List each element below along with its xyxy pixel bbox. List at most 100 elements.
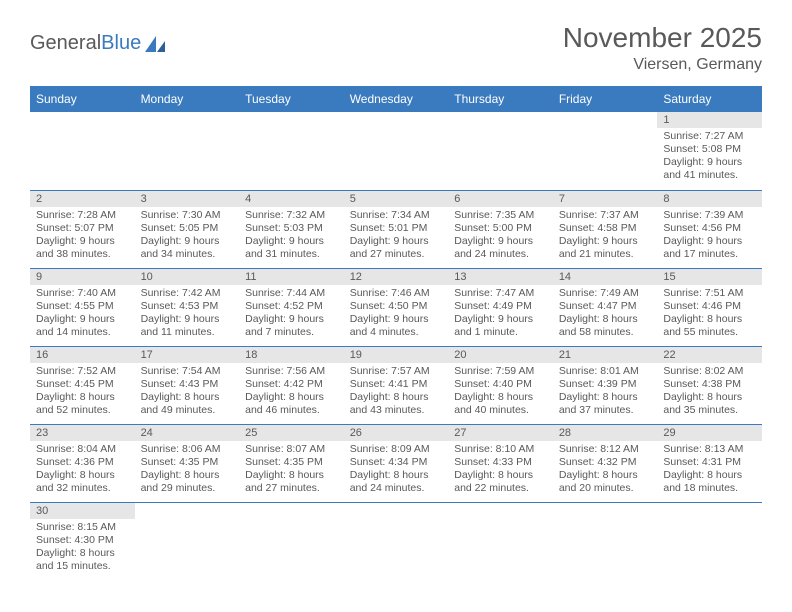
calendar-cell: 20Sunrise: 7:59 AMSunset: 4:40 PMDayligh…	[448, 346, 553, 424]
location: Viersen, Germany	[563, 56, 762, 74]
calendar-cell: 21Sunrise: 8:01 AMSunset: 4:39 PMDayligh…	[553, 346, 658, 424]
day-details: Sunrise: 7:27 AMSunset: 5:08 PMDaylight:…	[657, 128, 762, 187]
calendar-cell: ..	[657, 502, 762, 580]
day-details: Sunrise: 7:47 AMSunset: 4:49 PMDaylight:…	[448, 285, 553, 344]
day-number: 27	[448, 425, 553, 441]
logo: GeneralBlue	[30, 22, 169, 55]
calendar-cell: 15Sunrise: 7:51 AMSunset: 4:46 PMDayligh…	[657, 268, 762, 346]
calendar-cell: 16Sunrise: 7:52 AMSunset: 4:45 PMDayligh…	[30, 346, 135, 424]
day-number: 3	[135, 191, 240, 207]
day-details: Sunrise: 8:07 AMSunset: 4:35 PMDaylight:…	[239, 441, 344, 500]
title-block: November 2025 Viersen, Germany	[563, 22, 762, 74]
calendar-cell: 13Sunrise: 7:47 AMSunset: 4:49 PMDayligh…	[448, 268, 553, 346]
day-details: Sunrise: 7:39 AMSunset: 4:56 PMDaylight:…	[657, 207, 762, 266]
logo-text-a: General	[30, 32, 101, 55]
calendar-cell: 19Sunrise: 7:57 AMSunset: 4:41 PMDayligh…	[344, 346, 449, 424]
calendar-cell: 5Sunrise: 7:34 AMSunset: 5:01 PMDaylight…	[344, 190, 449, 268]
day-number: 2	[30, 191, 135, 207]
day-details: Sunrise: 8:09 AMSunset: 4:34 PMDaylight:…	[344, 441, 449, 500]
day-details: Sunrise: 7:49 AMSunset: 4:47 PMDaylight:…	[553, 285, 658, 344]
calendar-cell: 27Sunrise: 8:10 AMSunset: 4:33 PMDayligh…	[448, 424, 553, 502]
day-details: Sunrise: 7:42 AMSunset: 4:53 PMDaylight:…	[135, 285, 240, 344]
day-number: 28	[553, 425, 658, 441]
sail-icon	[143, 34, 169, 54]
day-details: Sunrise: 7:57 AMSunset: 4:41 PMDaylight:…	[344, 363, 449, 422]
weekday-header: Tuesday	[239, 86, 344, 112]
day-number: 11	[239, 269, 344, 285]
calendar-cell: 4Sunrise: 7:32 AMSunset: 5:03 PMDaylight…	[239, 190, 344, 268]
calendar-cell: 18Sunrise: 7:56 AMSunset: 4:42 PMDayligh…	[239, 346, 344, 424]
calendar-cell: 1Sunrise: 7:27 AMSunset: 5:08 PMDaylight…	[657, 112, 762, 190]
calendar-cell: ..	[135, 502, 240, 580]
day-number: 8	[657, 191, 762, 207]
day-details: Sunrise: 8:04 AMSunset: 4:36 PMDaylight:…	[30, 441, 135, 500]
calendar-cell: 3Sunrise: 7:30 AMSunset: 5:05 PMDaylight…	[135, 190, 240, 268]
day-number: 29	[657, 425, 762, 441]
calendar-cell: ..	[30, 112, 135, 190]
calendar-cell: 22Sunrise: 8:02 AMSunset: 4:38 PMDayligh…	[657, 346, 762, 424]
day-details: Sunrise: 8:12 AMSunset: 4:32 PMDaylight:…	[553, 441, 658, 500]
calendar-cell: 30Sunrise: 8:15 AMSunset: 4:30 PMDayligh…	[30, 502, 135, 580]
day-details: Sunrise: 7:40 AMSunset: 4:55 PMDaylight:…	[30, 285, 135, 344]
day-number: 21	[553, 347, 658, 363]
calendar-row: 30Sunrise: 8:15 AMSunset: 4:30 PMDayligh…	[30, 502, 762, 580]
day-details: Sunrise: 8:10 AMSunset: 4:33 PMDaylight:…	[448, 441, 553, 500]
day-number: 6	[448, 191, 553, 207]
calendar-cell: 25Sunrise: 8:07 AMSunset: 4:35 PMDayligh…	[239, 424, 344, 502]
weekday-header: Friday	[553, 86, 658, 112]
day-details: Sunrise: 7:30 AMSunset: 5:05 PMDaylight:…	[135, 207, 240, 266]
day-details: Sunrise: 8:13 AMSunset: 4:31 PMDaylight:…	[657, 441, 762, 500]
calendar-cell: 12Sunrise: 7:46 AMSunset: 4:50 PMDayligh…	[344, 268, 449, 346]
calendar-cell: ..	[135, 112, 240, 190]
calendar-cell: 24Sunrise: 8:06 AMSunset: 4:35 PMDayligh…	[135, 424, 240, 502]
day-details: Sunrise: 7:56 AMSunset: 4:42 PMDaylight:…	[239, 363, 344, 422]
day-details: Sunrise: 8:06 AMSunset: 4:35 PMDaylight:…	[135, 441, 240, 500]
calendar-cell: ..	[448, 502, 553, 580]
day-number: 20	[448, 347, 553, 363]
day-details: Sunrise: 7:52 AMSunset: 4:45 PMDaylight:…	[30, 363, 135, 422]
day-number: 1	[657, 112, 762, 128]
day-details: Sunrise: 7:32 AMSunset: 5:03 PMDaylight:…	[239, 207, 344, 266]
calendar-body: ............1Sunrise: 7:27 AMSunset: 5:0…	[30, 112, 762, 580]
calendar-cell: ..	[239, 112, 344, 190]
calendar-cell: 17Sunrise: 7:54 AMSunset: 4:43 PMDayligh…	[135, 346, 240, 424]
day-number: 17	[135, 347, 240, 363]
weekday-row: SundayMondayTuesdayWednesdayThursdayFrid…	[30, 86, 762, 112]
day-number: 13	[448, 269, 553, 285]
day-number: 14	[553, 269, 658, 285]
calendar-cell: 14Sunrise: 7:49 AMSunset: 4:47 PMDayligh…	[553, 268, 658, 346]
weekday-header: Sunday	[30, 86, 135, 112]
calendar-cell: 2Sunrise: 7:28 AMSunset: 5:07 PMDaylight…	[30, 190, 135, 268]
calendar-row: 16Sunrise: 7:52 AMSunset: 4:45 PMDayligh…	[30, 346, 762, 424]
calendar-row: 2Sunrise: 7:28 AMSunset: 5:07 PMDaylight…	[30, 190, 762, 268]
weekday-header: Saturday	[657, 86, 762, 112]
day-number: 7	[553, 191, 658, 207]
day-number: 4	[239, 191, 344, 207]
day-details: Sunrise: 7:28 AMSunset: 5:07 PMDaylight:…	[30, 207, 135, 266]
day-number: 23	[30, 425, 135, 441]
weekday-header: Monday	[135, 86, 240, 112]
calendar-cell: ..	[553, 502, 658, 580]
day-details: Sunrise: 7:44 AMSunset: 4:52 PMDaylight:…	[239, 285, 344, 344]
calendar-row: 23Sunrise: 8:04 AMSunset: 4:36 PMDayligh…	[30, 424, 762, 502]
calendar-cell: 29Sunrise: 8:13 AMSunset: 4:31 PMDayligh…	[657, 424, 762, 502]
weekday-header: Wednesday	[344, 86, 449, 112]
day-number: 9	[30, 269, 135, 285]
calendar-cell: 8Sunrise: 7:39 AMSunset: 4:56 PMDaylight…	[657, 190, 762, 268]
day-details: Sunrise: 8:02 AMSunset: 4:38 PMDaylight:…	[657, 363, 762, 422]
calendar-cell: 11Sunrise: 7:44 AMSunset: 4:52 PMDayligh…	[239, 268, 344, 346]
weekday-header: Thursday	[448, 86, 553, 112]
calendar-cell: 28Sunrise: 8:12 AMSunset: 4:32 PMDayligh…	[553, 424, 658, 502]
day-details: Sunrise: 7:34 AMSunset: 5:01 PMDaylight:…	[344, 207, 449, 266]
calendar-cell: ..	[553, 112, 658, 190]
calendar-cell: 7Sunrise: 7:37 AMSunset: 4:58 PMDaylight…	[553, 190, 658, 268]
day-details: Sunrise: 7:35 AMSunset: 5:00 PMDaylight:…	[448, 207, 553, 266]
day-details: Sunrise: 7:59 AMSunset: 4:40 PMDaylight:…	[448, 363, 553, 422]
calendar-cell: 10Sunrise: 7:42 AMSunset: 4:53 PMDayligh…	[135, 268, 240, 346]
logo-text-b: Blue	[101, 32, 141, 55]
calendar-cell: ..	[448, 112, 553, 190]
day-details: Sunrise: 7:54 AMSunset: 4:43 PMDaylight:…	[135, 363, 240, 422]
day-details: Sunrise: 8:01 AMSunset: 4:39 PMDaylight:…	[553, 363, 658, 422]
day-number: 24	[135, 425, 240, 441]
day-details: Sunrise: 7:51 AMSunset: 4:46 PMDaylight:…	[657, 285, 762, 344]
